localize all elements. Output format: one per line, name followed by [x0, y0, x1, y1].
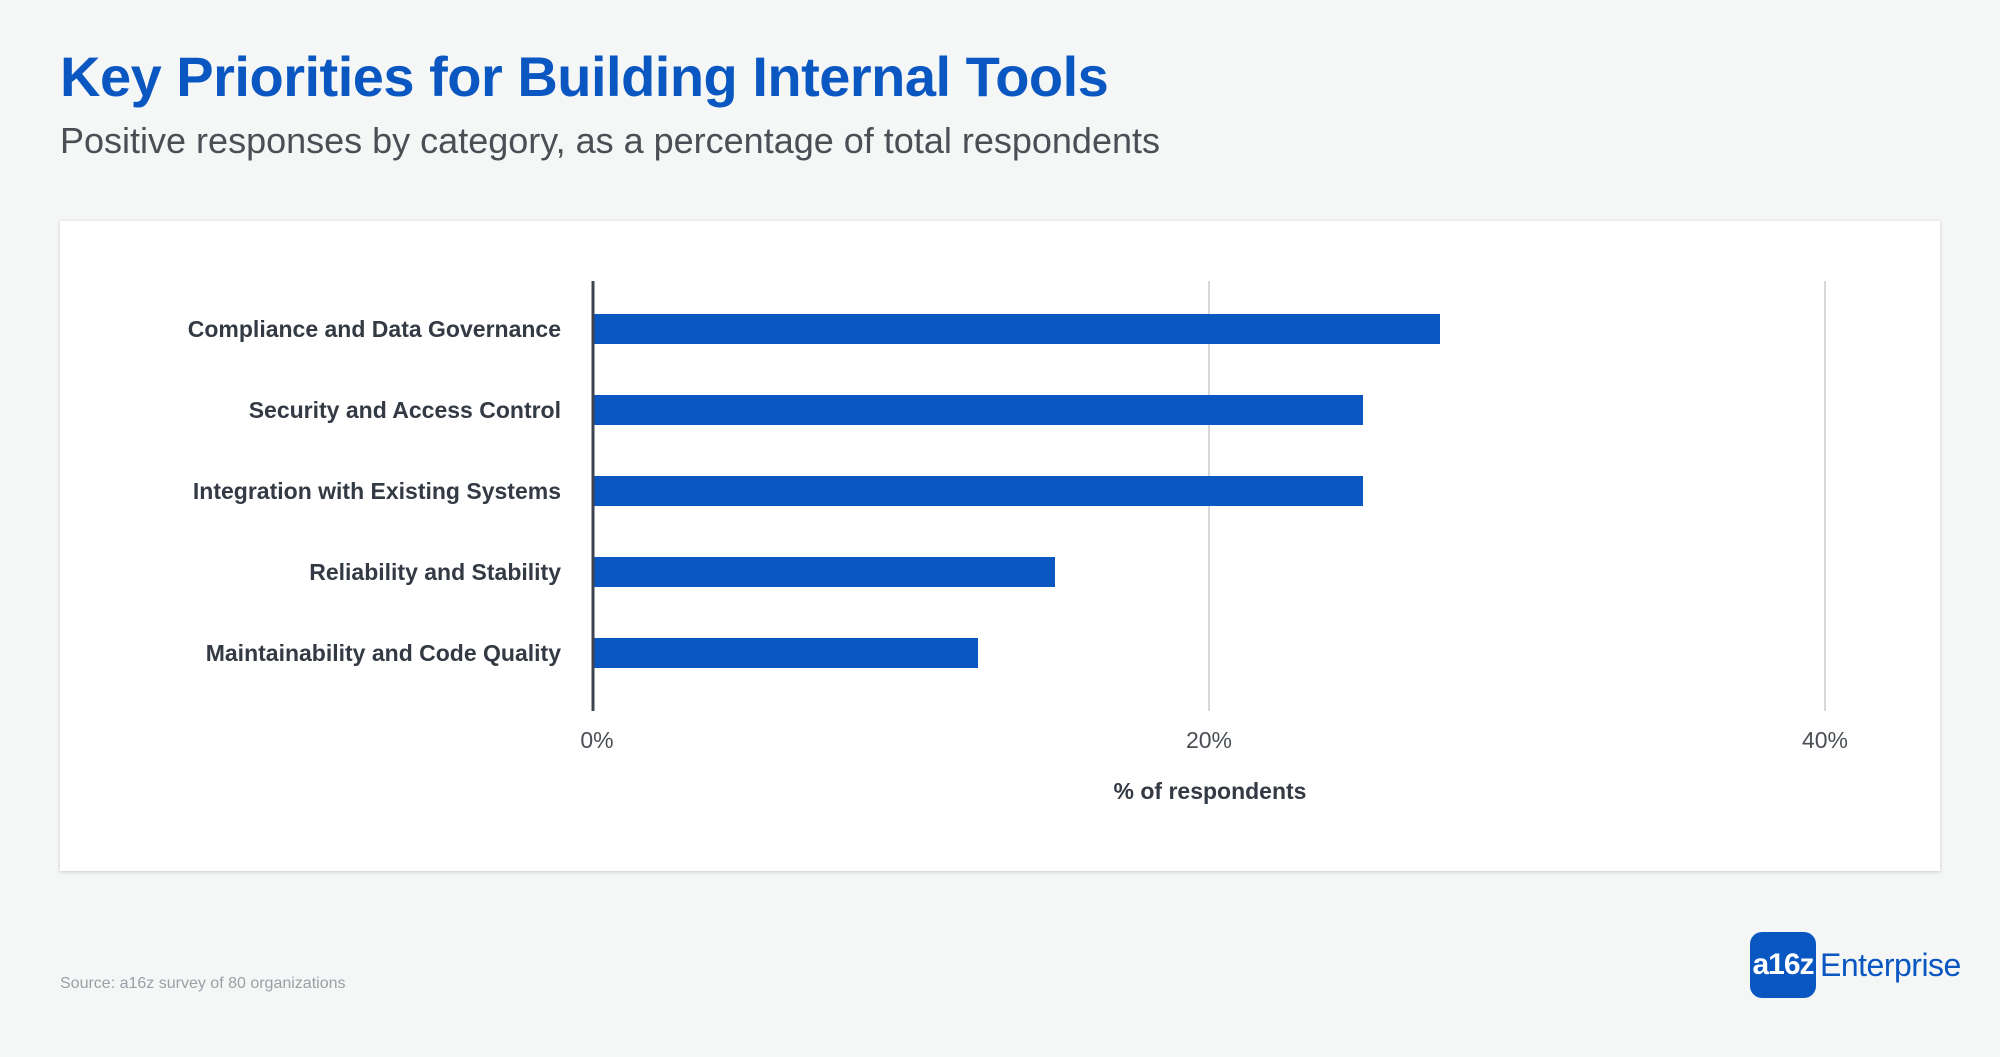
brand-mark: a16z — [1750, 932, 1816, 998]
bar-3 — [594, 557, 1055, 587]
bar-1 — [594, 395, 1363, 425]
category-label-2: Integration with Existing Systems — [193, 478, 561, 504]
x-axis-title: % of respondents — [1114, 778, 1307, 804]
x-tick-label-2: 40% — [1802, 727, 1848, 753]
brand-text: Enterprise — [1820, 946, 1961, 983]
chart-card: Compliance and Data Governance Security a… — [60, 221, 1940, 871]
bar-0 — [594, 314, 1440, 344]
chart-subtitle: Positive responses by category, as a per… — [60, 120, 1160, 161]
category-label-3: Reliability and Stability — [309, 559, 561, 585]
bar-4 — [594, 638, 978, 668]
source-note: Source: a16z survey of 80 organizations — [60, 975, 346, 992]
category-label-4: Maintainability and Code Quality — [206, 640, 561, 666]
bar-2 — [594, 476, 1363, 506]
tick-labels: 0% 20% 40% — [580, 727, 1848, 753]
category-label-1: Security and Access Control — [249, 397, 561, 423]
x-tick-label-1: 20% — [1186, 727, 1232, 753]
bar-chart: Compliance and Data Governance Security a… — [188, 281, 1848, 804]
chart-title: Key Priorities for Building Internal Too… — [60, 45, 1109, 108]
bars — [594, 314, 1440, 668]
brand-logo: a16z Enterprise — [1750, 932, 1961, 998]
category-label-0: Compliance and Data Governance — [188, 316, 561, 342]
category-labels: Compliance and Data Governance Security a… — [188, 316, 561, 666]
x-tick-label-0: 0% — [580, 727, 613, 753]
